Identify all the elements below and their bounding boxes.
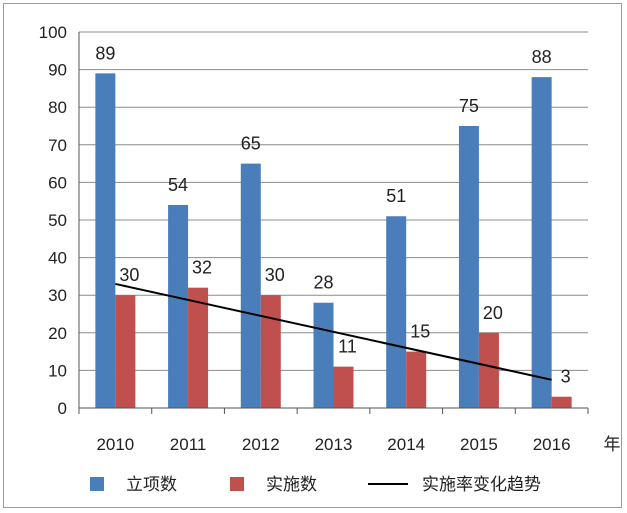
y-tick-label: 80 — [48, 98, 67, 117]
data-label: 15 — [410, 322, 430, 342]
y-tick-label: 70 — [48, 136, 67, 155]
legend-trend-label: 实施率变化趋势 — [422, 475, 541, 494]
bar-shishi — [478, 332, 499, 408]
data-label: 65 — [241, 134, 261, 154]
legend-lixiang-swatch — [90, 477, 104, 491]
bar-lixiang — [240, 163, 261, 408]
data-label: 51 — [386, 186, 406, 206]
y-tick-label: 10 — [48, 361, 67, 380]
bar-lixiang — [95, 73, 116, 409]
y-tick-label: 20 — [48, 324, 67, 343]
data-label: 30 — [119, 265, 139, 285]
data-label: 88 — [532, 47, 552, 67]
bar-lixiang — [313, 302, 334, 408]
x-axis-unit: 年 — [604, 435, 621, 454]
y-tick-label: 40 — [48, 249, 67, 268]
data-label: 75 — [459, 96, 479, 116]
bar-shishi — [188, 287, 209, 408]
data-label: 89 — [95, 43, 115, 63]
bar-shishi — [551, 396, 572, 408]
x-tick-label: 2014 — [387, 435, 425, 454]
data-label: 28 — [313, 273, 333, 293]
legend-lixiang-label: 立项数 — [126, 475, 177, 494]
bar-lixiang — [168, 204, 189, 408]
bar-lixiang — [531, 77, 552, 409]
x-tick-label: 2010 — [96, 435, 134, 454]
trendline — [115, 282, 552, 381]
data-label: 11 — [338, 337, 357, 357]
y-tick-label: 30 — [48, 286, 67, 305]
x-tick-label: 2011 — [170, 435, 207, 454]
data-label: 20 — [483, 303, 503, 323]
legend-shishi-swatch — [230, 477, 244, 491]
y-tick-label: 0 — [58, 399, 67, 418]
y-tick-label: 100 — [39, 23, 67, 42]
data-label: 32 — [192, 258, 212, 278]
legend-shishi-label: 实施数 — [266, 475, 317, 494]
data-label: 3 — [561, 367, 571, 387]
x-tick-label: 2016 — [533, 435, 571, 454]
x-tick-label: 2013 — [315, 435, 353, 454]
data-label: 30 — [265, 265, 285, 285]
x-tick-label: 2015 — [460, 435, 498, 454]
y-tick-label: 50 — [48, 211, 67, 230]
x-tick-label: 2012 — [242, 435, 280, 454]
data-label: 54 — [168, 175, 188, 195]
bar-shishi — [260, 295, 281, 408]
bar-lixiang — [386, 216, 407, 408]
bar-shishi — [115, 295, 136, 408]
bar-lixiang — [458, 126, 479, 408]
y-tick-label: 60 — [48, 173, 67, 192]
bar-shishi — [406, 351, 427, 408]
bar-shishi — [333, 366, 354, 408]
y-tick-label: 90 — [48, 61, 67, 80]
